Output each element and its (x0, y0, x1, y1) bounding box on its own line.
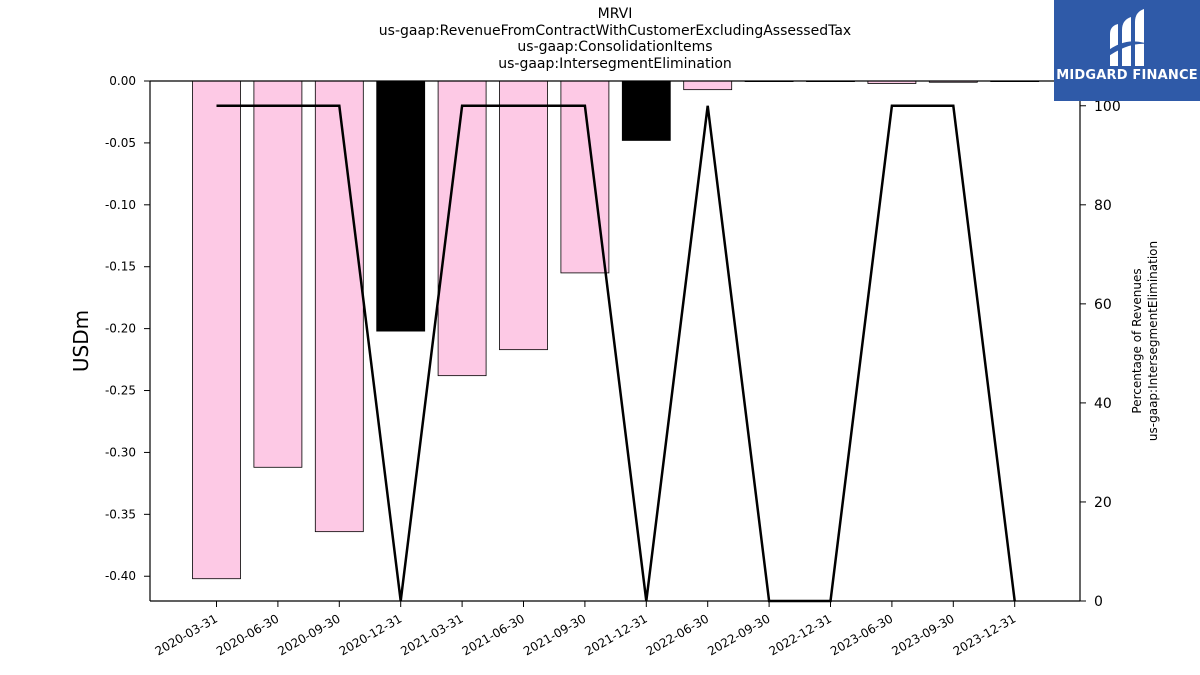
y-tick-label: -0.35 (105, 507, 136, 521)
y-axis-label: USDm (69, 310, 93, 372)
y-tick-label: -0.40 (105, 569, 136, 583)
midgard-finance-logo: MIDGARD FINANCE (1054, 0, 1200, 101)
bar-2021-03-31 (437, 80, 487, 377)
bar-2021-06-30 (499, 80, 548, 351)
x-tick-label: 2020-12-31 (337, 611, 404, 658)
chart-title-line-2: us-gaap:RevenueFromContractWithCustomerE… (378, 22, 852, 39)
y-tick-label: -0.05 (105, 136, 136, 150)
x-tick-label: 2021-12-31 (582, 611, 649, 658)
line-layer (216, 104, 1016, 603)
y2-tick-label: 60 (1094, 297, 1112, 313)
x-tick-label: 2023-12-31 (951, 611, 1018, 658)
bar-2022-06-30 (683, 80, 733, 91)
y-tick-label: -0.25 (105, 384, 136, 398)
y2-tick-label: 40 (1094, 396, 1112, 412)
x-tick-label: 2021-09-30 (521, 611, 588, 658)
y2-axis-label-line-2: us-gaap:IntersegmentElimination (1146, 241, 1160, 441)
y2-tick-label: 100 (1094, 99, 1121, 115)
bar-2020-06-30 (253, 80, 303, 468)
x-tick-label: 2022-06-30 (644, 611, 711, 658)
y-tick-label: 0.00 (109, 74, 136, 88)
chart-title-line-1: MRVI (597, 6, 633, 22)
bar-2020-09-30 (314, 80, 364, 533)
x-tick-label: 2020-06-30 (214, 611, 281, 658)
y2-tick-label: 0 (1094, 594, 1103, 610)
y-tick-label: -0.10 (105, 198, 136, 212)
y-tick-label: -0.30 (105, 445, 136, 459)
x-tick-label: 2022-12-31 (767, 611, 834, 658)
x-tick-label: 2020-09-30 (275, 611, 342, 658)
x-tick-label: 2020-03-31 (153, 611, 220, 658)
bar-2020-12-31 (376, 80, 426, 332)
x-tick-label: 2021-06-30 (460, 611, 527, 658)
x-tick-label: 2021-03-31 (398, 611, 465, 658)
logo-text: MIDGARD FINANCE (1056, 68, 1198, 83)
x-tick-label: 2022-09-30 (705, 611, 772, 658)
y2-tick-label: 80 (1094, 198, 1112, 214)
logo-mark-icon (1106, 9, 1148, 66)
bar-2021-12-31 (621, 80, 671, 141)
x-tick-label: 2023-09-30 (889, 611, 956, 658)
y-tick-label: -0.15 (105, 260, 136, 274)
y2-tick-label: 20 (1094, 495, 1112, 511)
bar-2020-03-31 (192, 80, 241, 580)
y2-axis-label-line-1: Percentage of Revenues (1130, 268, 1144, 413)
y-tick-label: -0.20 (105, 322, 136, 336)
chart-title-line-3: us-gaap:ConsolidationItems (517, 39, 713, 55)
percentage-line (216, 104, 1016, 603)
chart-title: MRVI us-gaap:RevenueFromContractWithCust… (150, 6, 1080, 72)
bars-layer (192, 80, 1040, 580)
x-tick-label: 2023-06-30 (828, 611, 895, 658)
chart-title-line-4: us-gaap:IntersegmentElimination (498, 55, 732, 72)
